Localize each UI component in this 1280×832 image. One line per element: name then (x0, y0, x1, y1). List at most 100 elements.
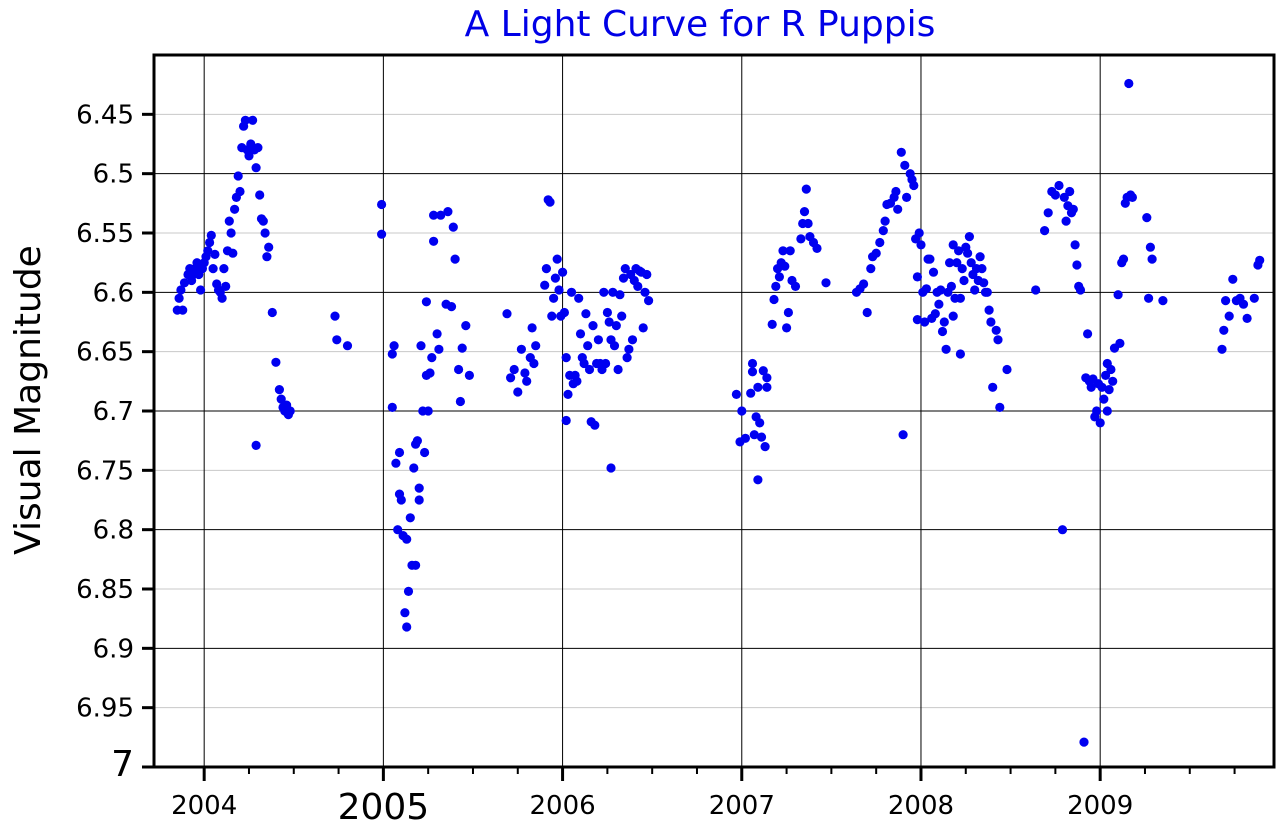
data-point-304 (1065, 186, 1075, 197)
data-point-291 (993, 335, 1003, 345)
data-point-254 (928, 267, 939, 277)
data-point-103 (448, 222, 458, 232)
data-point-352 (1242, 313, 1252, 323)
data-point-301 (1059, 192, 1069, 202)
data-point-28 (224, 216, 234, 226)
data-point-193 (755, 418, 765, 428)
data-point-87 (416, 341, 426, 351)
data-point-306 (1068, 204, 1078, 214)
data-point-69 (391, 458, 401, 468)
data-point-311 (1079, 737, 1089, 747)
data-point-260 (939, 317, 949, 327)
data-point-81 (409, 463, 419, 473)
data-point-131 (558, 267, 568, 277)
data-point-181 (644, 296, 654, 306)
data-point-66 (387, 349, 397, 359)
data-point-108 (461, 321, 471, 331)
y-tick-label-0: 6.45 (76, 100, 134, 130)
data-point-288 (986, 317, 996, 327)
data-point-137 (566, 287, 577, 297)
data-point-208 (783, 307, 794, 318)
data-point-192 (753, 382, 763, 392)
data-point-156 (601, 358, 611, 369)
data-point-118 (527, 323, 537, 333)
data-point-53 (271, 357, 281, 367)
data-point-355 (1255, 255, 1265, 265)
data-point-298 (1050, 190, 1060, 200)
data-point-95 (429, 210, 439, 220)
data-point-146 (583, 341, 593, 351)
x-tick-label-1: 2005 (338, 787, 430, 828)
data-point-273 (959, 275, 969, 286)
y-tick-label-4: 6.65 (76, 338, 134, 368)
axes (142, 53, 1276, 781)
data-point-272 (957, 264, 967, 274)
data-point-327 (1106, 364, 1116, 375)
data-point-179 (640, 287, 650, 297)
data-point-39 (244, 151, 254, 161)
data-point-294 (1031, 285, 1041, 295)
data-points (172, 78, 1265, 747)
data-point-343 (1158, 296, 1168, 306)
data-point-219 (812, 243, 822, 253)
data-point-296 (1043, 208, 1053, 218)
data-point-223 (859, 279, 869, 289)
data-point-283 (977, 264, 987, 274)
data-point-77 (402, 534, 412, 544)
data-point-300 (1057, 525, 1068, 535)
data-point-310 (1075, 285, 1086, 295)
data-point-116 (522, 376, 532, 386)
data-point-229 (878, 226, 888, 236)
data-point-93 (425, 368, 435, 378)
data-point-318 (1092, 406, 1102, 416)
data-point-54 (274, 385, 284, 395)
data-point-155 (599, 287, 609, 297)
data-point-169 (622, 353, 632, 363)
data-point-91 (421, 297, 431, 307)
data-point-135 (563, 389, 573, 399)
data-point-105 (454, 364, 464, 375)
data-point-111 (506, 373, 516, 383)
data-point-258 (936, 285, 946, 295)
data-point-126 (549, 293, 559, 303)
data-point-134 (561, 415, 571, 426)
data-point-197 (762, 382, 772, 392)
data-point-41 (248, 115, 258, 125)
data-point-215 (801, 184, 811, 194)
tick-labels: 6.45 6.5 6.55 6.6 6.65 6.7 6.75 6.8 6.85 6.9 6.95 7… (76, 100, 1133, 828)
data-point-2 (176, 285, 186, 295)
data-point-186 (746, 388, 756, 398)
data-point-120 (531, 341, 541, 351)
data-point-340 (1144, 293, 1154, 303)
data-point-205 (778, 246, 788, 256)
data-point-150 (590, 420, 600, 430)
data-point-172 (627, 335, 638, 345)
data-point-165 (615, 290, 625, 300)
data-point-144 (579, 358, 589, 369)
y-tick-label-9: 6.9 (93, 634, 134, 664)
data-point-157 (602, 307, 613, 318)
data-point-320 (1095, 418, 1105, 428)
data-point-4 (179, 278, 190, 288)
data-point-284 (979, 278, 989, 288)
data-point-182 (731, 389, 742, 399)
x-tick-label-5: 2009 (1067, 791, 1133, 821)
data-point-115 (520, 368, 530, 378)
data-point-55 (276, 394, 286, 404)
data-point-78 (403, 586, 414, 597)
data-point-341 (1145, 242, 1155, 252)
data-point-142 (575, 329, 586, 339)
data-point-92 (423, 406, 433, 416)
data-point-51 (267, 307, 277, 318)
data-point-271 (955, 293, 966, 303)
y-axis-label: Visual Magnitude (8, 245, 49, 555)
data-point-119 (529, 358, 539, 369)
data-point-211 (790, 281, 801, 291)
data-point-308 (1072, 260, 1082, 270)
data-point-224 (862, 307, 872, 318)
data-point-238 (900, 160, 910, 170)
data-point-110 (502, 309, 512, 319)
data-point-235 (893, 204, 903, 214)
data-point-114 (516, 344, 527, 354)
